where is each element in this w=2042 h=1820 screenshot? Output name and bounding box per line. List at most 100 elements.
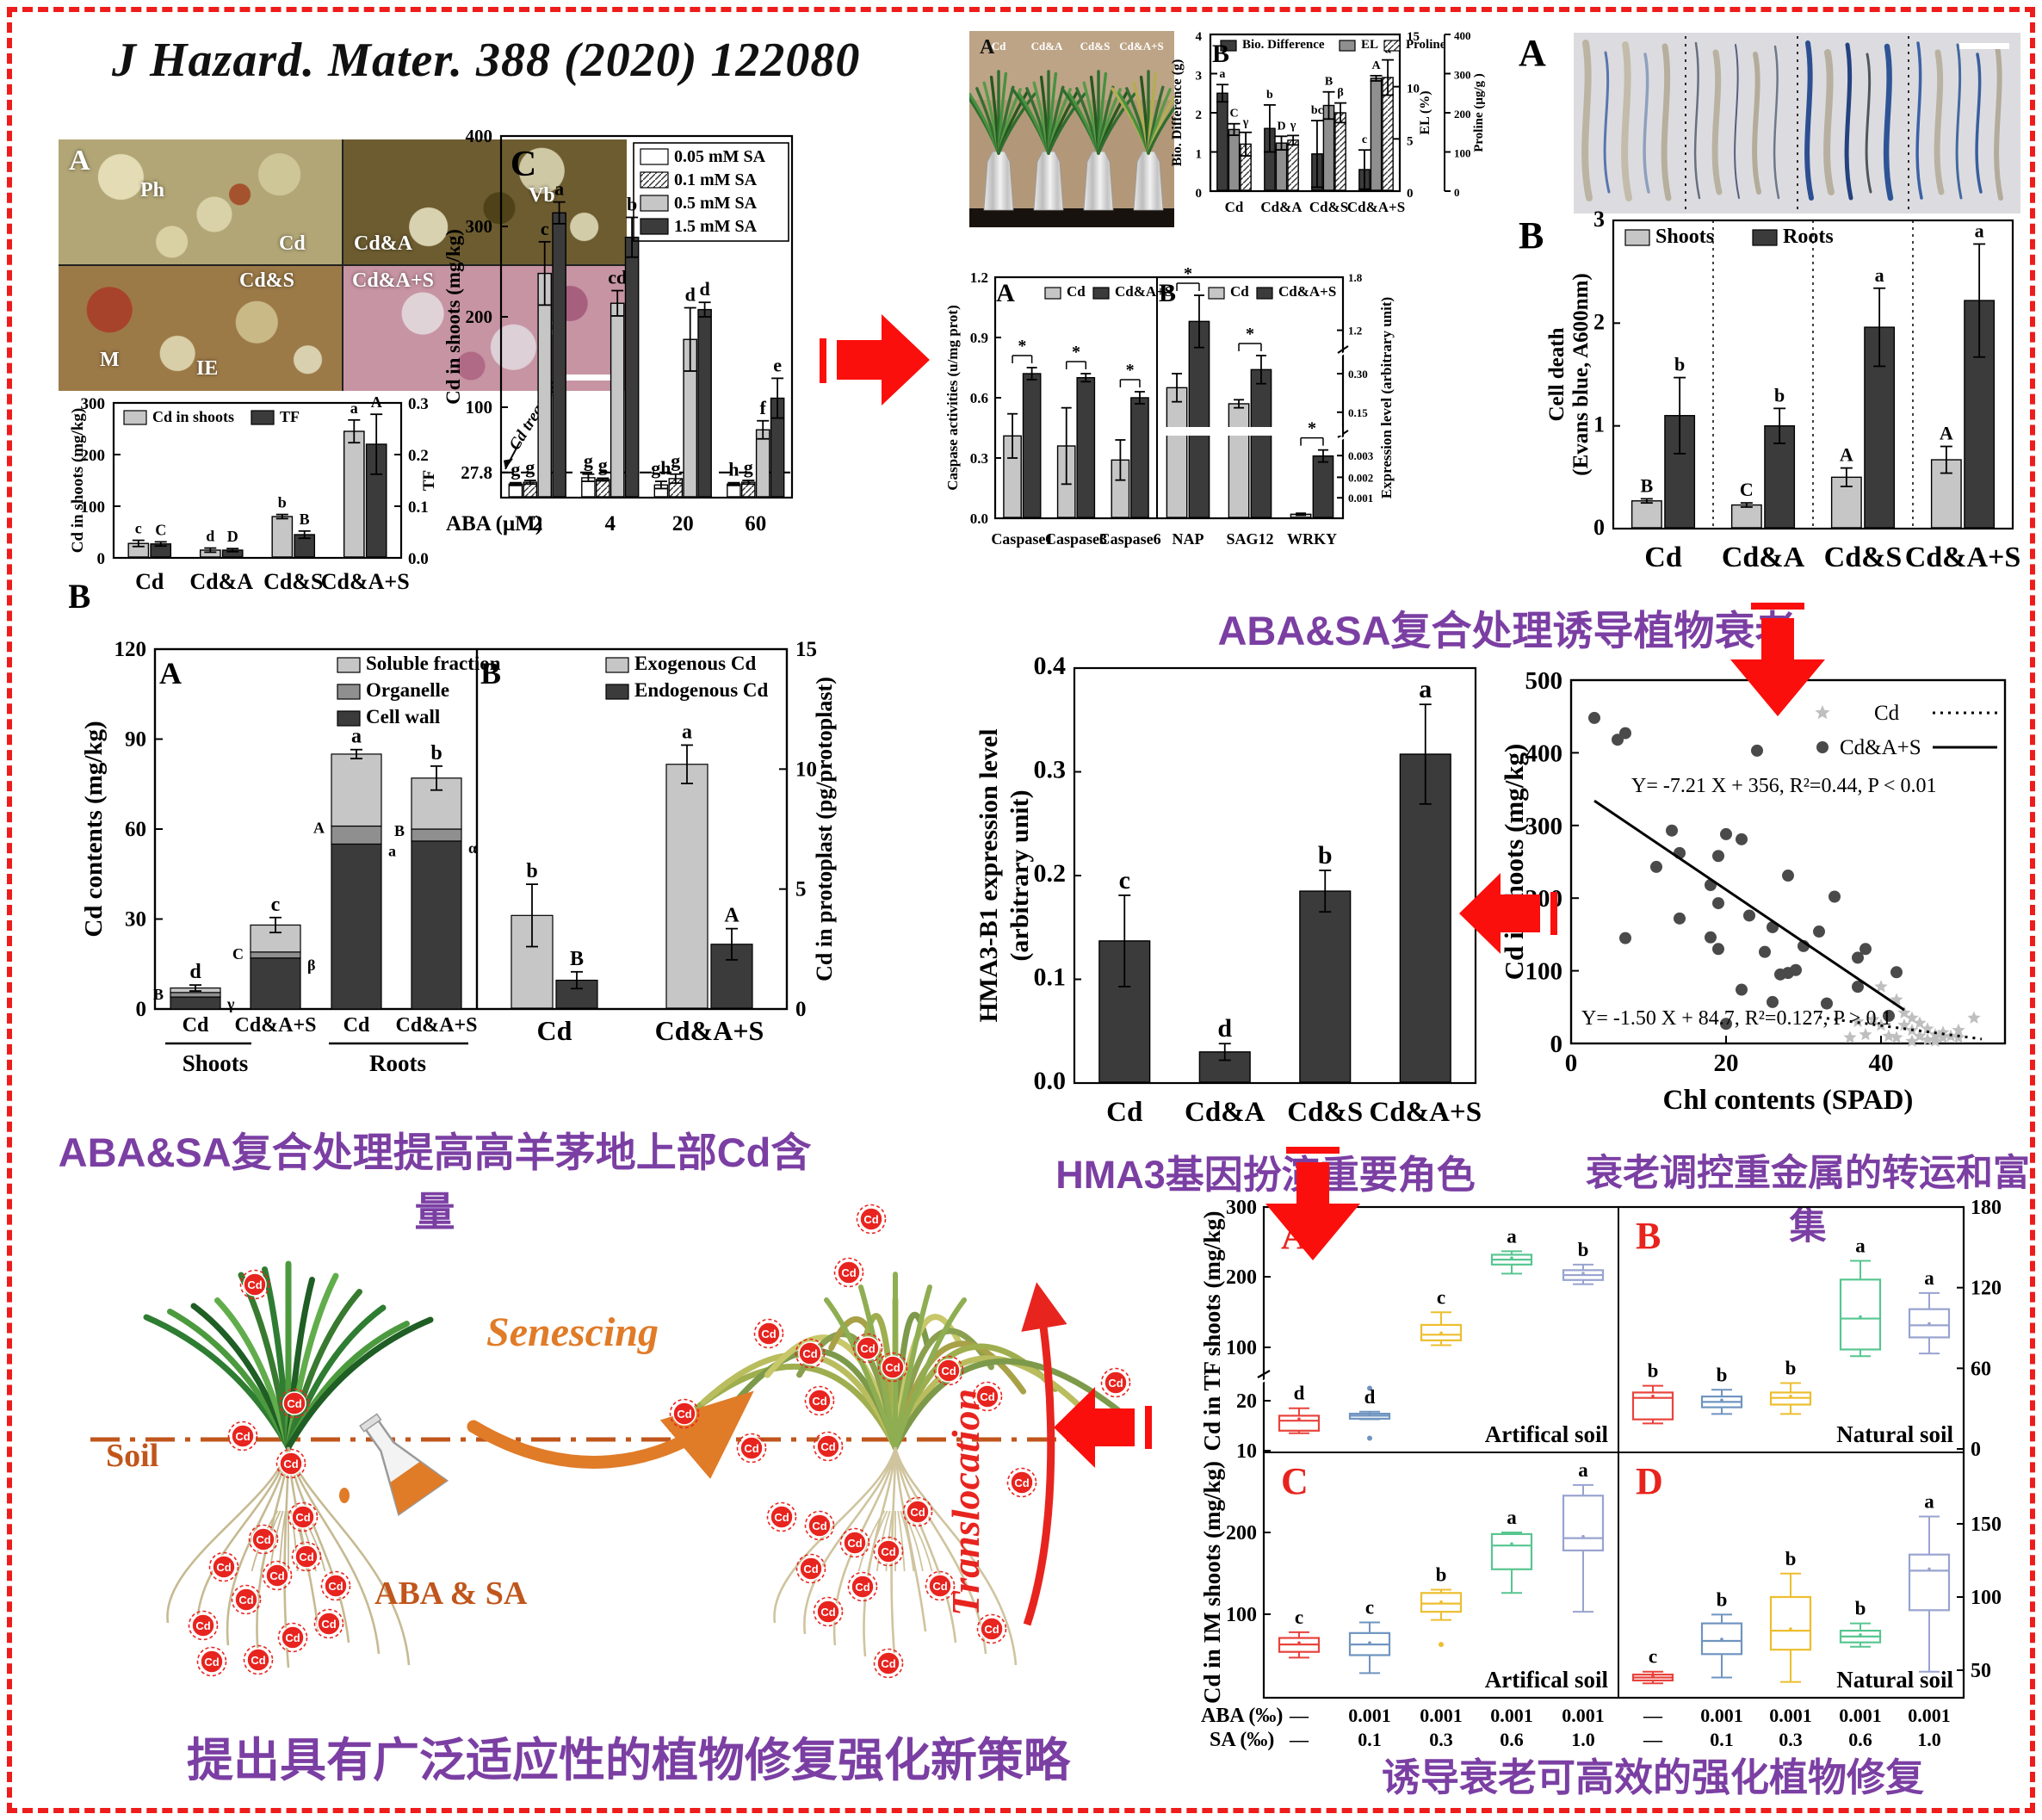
svg-text:Natural soil: Natural soil <box>1836 1667 1953 1693</box>
svg-text:c: c <box>1362 133 1367 146</box>
svg-text:60: 60 <box>125 818 146 841</box>
svg-text:SAG12: SAG12 <box>1226 530 1273 548</box>
svg-text:100: 100 <box>466 397 493 418</box>
svg-text:TF: TF <box>420 470 438 491</box>
caption-senescence: ABA&SA复合处理诱导植物衰老 <box>1217 608 1796 653</box>
svg-text:—: — <box>1289 1729 1309 1750</box>
svg-text:100: 100 <box>1226 1337 1257 1359</box>
label-m: M <box>100 349 120 371</box>
svg-text:Cd: Cd <box>299 1551 313 1563</box>
svg-text:Cd: Cd <box>820 1440 835 1453</box>
svg-text:0.6: 0.6 <box>1500 1729 1524 1750</box>
svg-text:0: 0 <box>1407 187 1414 201</box>
svg-text:400: 400 <box>466 126 493 146</box>
leaf-micrograph-panel: A Ph Cd Vb Cd&A Cd&S M IE Cd&A+S X <box>59 139 627 391</box>
svg-text:Cd: Cd <box>238 1594 253 1606</box>
svg-text:150: 150 <box>1971 1514 2002 1536</box>
svg-text:Soluble fraction: Soluble fraction <box>366 653 501 674</box>
svg-text:c: c <box>1437 1286 1445 1308</box>
journal-title: J Hazard. Mater. 388 (2020) 122080 <box>112 34 861 87</box>
svg-text:*: * <box>1246 325 1254 344</box>
svg-text:a: a <box>1875 264 1884 286</box>
svg-text:1.2: 1.2 <box>1348 325 1362 337</box>
svg-text:60: 60 <box>745 512 766 535</box>
svg-text:D: D <box>1636 1460 1663 1502</box>
svg-text:*: * <box>1184 264 1192 283</box>
svg-text:a: a <box>1855 1235 1866 1256</box>
svg-text:Cd&S: Cd&S <box>1287 1097 1363 1128</box>
svg-text:Cd in IM shoots (mg/kg): Cd in IM shoots (mg/kg) <box>1199 1461 1225 1704</box>
svg-text:Cd: Cd <box>932 1580 947 1593</box>
svg-text:Organelle: Organelle <box>366 679 449 701</box>
svg-text:Cd: Cd <box>135 569 164 594</box>
svg-text:D: D <box>227 528 238 545</box>
svg-text:(arbitrary unit): (arbitrary unit) <box>1006 789 1034 961</box>
svg-text:Proline (μg/g ): Proline (μg/g ) <box>1472 73 1486 152</box>
svg-text:0.4: 0.4 <box>1034 652 1067 680</box>
svg-text:γ: γ <box>226 995 235 1012</box>
svg-text:300: 300 <box>1525 813 1563 840</box>
svg-text:a: a <box>554 178 564 200</box>
svg-text:Cd in TF shoots (mg/kg): Cd in TF shoots (mg/kg) <box>1199 1210 1225 1451</box>
svg-text:d: d <box>699 278 709 300</box>
svg-text:Cd: Cd <box>855 1581 869 1594</box>
svg-text:100: 100 <box>1525 958 1563 986</box>
hma3-chart: 0.0 0.1 0.2 0.3 0.4 HMA3-B1 expression level(… <box>971 651 1494 1161</box>
svg-text:NAP: NAP <box>1173 530 1204 548</box>
root-photo <box>1574 33 2020 218</box>
svg-text:C: C <box>1740 479 1754 500</box>
svg-text:d: d <box>1217 1014 1232 1043</box>
arrow-right-icon <box>820 306 937 418</box>
svg-text:120: 120 <box>1971 1278 2002 1300</box>
svg-text:g: g <box>525 456 535 478</box>
svg-text:0.1: 0.1 <box>1034 963 1067 992</box>
svg-text:c: c <box>1119 866 1130 895</box>
svg-text:a: a <box>1924 1267 1934 1289</box>
svg-text:b: b <box>1717 1364 1728 1385</box>
svg-text:b: b <box>1674 354 1685 375</box>
svg-text:g: g <box>671 450 680 472</box>
svg-text:a: a <box>388 842 396 859</box>
svg-text:a: a <box>1578 1459 1588 1481</box>
svg-text:gh: gh <box>651 457 671 479</box>
root-photo-panel-label: A <box>1519 32 1546 74</box>
svg-text:1: 1 <box>1196 148 1203 162</box>
svg-text:B: B <box>1159 279 1176 307</box>
svg-text:Cd: Cd <box>847 1537 862 1550</box>
aba-sa-dose-chart: 27.8 100 200 300 400 Cd in shoots (mg/kg) Cd t… <box>444 102 837 558</box>
svg-text:c: c <box>135 520 142 537</box>
svg-text:1.5 mM SA: 1.5 mM SA <box>674 217 758 236</box>
svg-text:Translocation: Translocation <box>944 1389 987 1616</box>
svg-text:Cd: Cd <box>910 1506 925 1519</box>
svg-text:Cd: Cd <box>235 1430 250 1443</box>
svg-text:*: * <box>1018 337 1026 356</box>
svg-text:Artifical soil: Artifical soil <box>1485 1667 1609 1693</box>
svg-text:Caspase3: Caspase3 <box>1045 530 1107 548</box>
svg-text:A: A <box>313 820 325 837</box>
svg-text:γ: γ <box>1290 119 1296 132</box>
phytoremediation-illustration: Soil ABA & SA Senescing Translocation Cd Cd Cd… <box>82 1192 1197 1729</box>
svg-text:B: B <box>153 986 164 1003</box>
svg-text:100: 100 <box>1226 1604 1257 1626</box>
svg-text:d: d <box>1294 1383 1305 1404</box>
svg-text:Cd&A+S: Cd&A+S <box>1119 40 1163 53</box>
micrograph-cd-a-s: Cd&A+S X <box>343 266 627 391</box>
svg-text:Cd: Cd <box>285 1631 300 1644</box>
svg-text:C: C <box>1229 108 1238 121</box>
svg-text:100: 100 <box>1971 1587 2002 1609</box>
svg-text:20: 20 <box>1714 1049 1739 1077</box>
svg-text:g: g <box>584 450 593 472</box>
svg-text:0: 0 <box>1454 186 1460 199</box>
svg-text:Cd: Cd <box>1644 542 1682 573</box>
svg-text:0.0: 0.0 <box>408 550 429 568</box>
svg-text:B: B <box>1636 1215 1661 1257</box>
svg-text:Cd: Cd <box>820 1606 835 1619</box>
svg-text:Cd&A: Cd&A <box>189 569 253 594</box>
svg-text:C: C <box>232 945 244 963</box>
svg-text:Cd: Cd <box>761 1328 776 1340</box>
svg-text:Cd: Cd <box>343 1014 370 1037</box>
svg-text:h: h <box>728 459 739 480</box>
svg-text:Exogenous Cd: Exogenous Cd <box>634 653 756 674</box>
svg-text:b: b <box>1855 1598 1866 1619</box>
svg-text:C: C <box>1281 1460 1309 1502</box>
